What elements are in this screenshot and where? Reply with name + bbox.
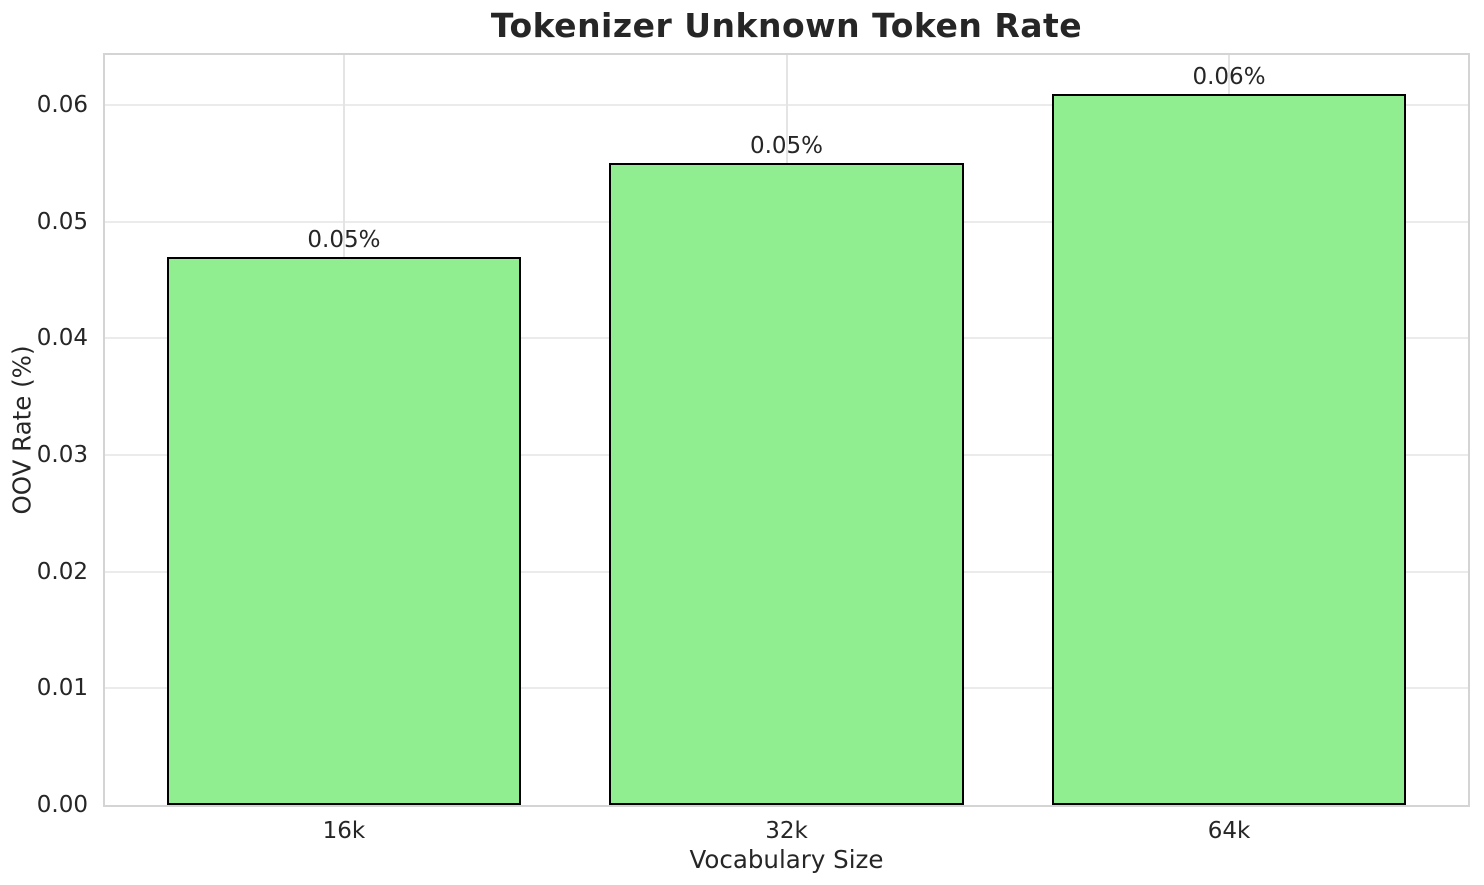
x-tick-label: 16k xyxy=(322,818,366,844)
y-tick-label: 0.04 xyxy=(36,325,88,352)
bar-32k xyxy=(609,163,964,805)
bar-value-label: 0.06% xyxy=(1192,63,1266,90)
x-tick-label: 64k xyxy=(1207,818,1251,844)
y-tick-label: 0.03 xyxy=(36,442,88,469)
y-tick-label: 0.02 xyxy=(36,558,88,585)
y-tick-label: 0.01 xyxy=(36,675,88,702)
y-axis-label: OOV Rate (%) xyxy=(7,345,37,515)
plot-area: 0.05% 0.05% 0.06% xyxy=(103,53,1470,807)
y-tick-label: 0.06 xyxy=(36,92,88,119)
bar-64k xyxy=(1052,93,1407,805)
bar-value-label: 0.05% xyxy=(307,226,381,253)
x-tick-label: 32k xyxy=(765,818,808,844)
y-tick-label: 0.05 xyxy=(36,208,88,235)
bar-value-label: 0.05% xyxy=(749,133,824,160)
bar-16k xyxy=(166,256,521,805)
chart-title: Tokenizer Unknown Token Rate xyxy=(490,6,1083,45)
y-tick-label: 0.00 xyxy=(36,792,88,818)
x-axis-label: Vocabulary Size xyxy=(689,845,884,874)
